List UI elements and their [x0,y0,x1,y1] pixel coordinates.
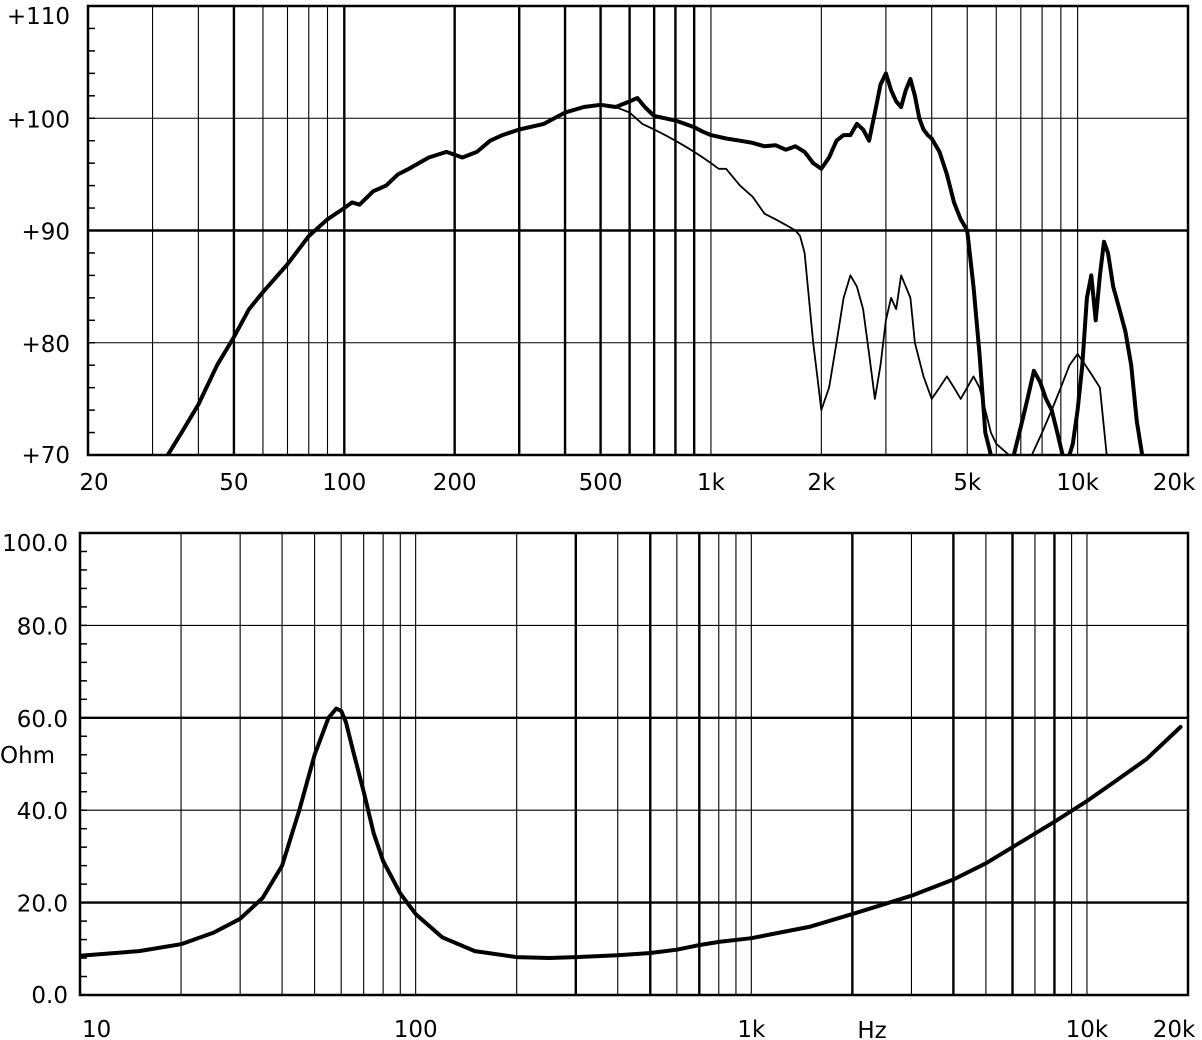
spl-x-tick-label: 200 [433,470,477,496]
impedance-grid [80,533,1188,995]
spl-x-tick-label: 20 [79,470,108,496]
impedance-y-tick-label: 80.0 [17,614,68,640]
impedance-x-tick-label: 10k [1066,1017,1109,1040]
impedance-y-axis-label: Ohm [0,743,55,769]
spl-y-tick-labels: +70 +80 +90 +100 +110 [7,4,70,469]
spl-x-tick-label: 100 [322,470,366,496]
spl-y-tick-label: +70 [21,443,70,469]
spl-x-tick-label: 20k [1153,470,1196,496]
impedance-y-tick-label: 100.0 [2,531,68,557]
spl-series-group [165,71,1145,455]
spl-x-tick-label: 1k [697,470,726,496]
impedance-x-tick-label: 10 [82,1017,111,1040]
impedance-series-group [80,706,1183,960]
spl-x-tick-labels: 20 50 100 200 500 1k 2k 5k 10k 20k [79,470,1196,496]
spl-x-tick-label: 5k [953,470,982,496]
impedance-x-axis-label: Hz [857,1018,886,1040]
impedance-x-tick-label: 20k [1153,1017,1196,1040]
spl-y-tick-label: +80 [21,332,70,358]
spl-y-tick-label: +100 [7,107,70,133]
impedance-y-tick-label: 60.0 [17,707,68,733]
spl-x-tick-label: 10k [1056,470,1099,496]
spl-x-tick-label: 2k [807,470,836,496]
spl-plot-frame [86,4,1190,457]
impedance-x-tick-label: 100 [394,1017,438,1040]
impedance-series-primary-line [80,706,1183,960]
spl-plot-border [86,4,1190,457]
impedance-x-tick-label: 1k [737,1017,766,1040]
spl-series-secondary-line [614,106,1108,455]
spl-y-tick-label: +90 [21,220,70,246]
spl-x-tick-label: 500 [579,470,623,496]
impedance-y-tick-labels: 0.0 20.0 40.0 60.0 80.0 100.0 [2,531,68,1009]
impedance-x-tick-labels: 10 100 1k 10k 20k [82,1017,1196,1040]
spl-x-tick-label: 50 [219,470,248,496]
spl-y-tick-label: +110 [7,4,70,30]
impedance-chart: 0.0 20.0 40.0 60.0 80.0 100.0 10 100 1k 10k 20k O… [0,531,1196,1040]
impedance-plot-frame [78,531,1190,997]
spl-grid [88,6,1188,455]
impedance-plot-border [78,531,1190,997]
impedance-y-tick-label: 0.0 [31,983,68,1009]
spl-frequency-response-chart: +70 +80 +90 +100 +110 20 50 100 200 500 1k 2k 5k 10k… [7,4,1196,496]
spl-series-primary-line [165,71,1145,455]
impedance-y-tick-label: 40.0 [17,799,68,825]
impedance-y-tick-label: 20.0 [17,892,68,918]
